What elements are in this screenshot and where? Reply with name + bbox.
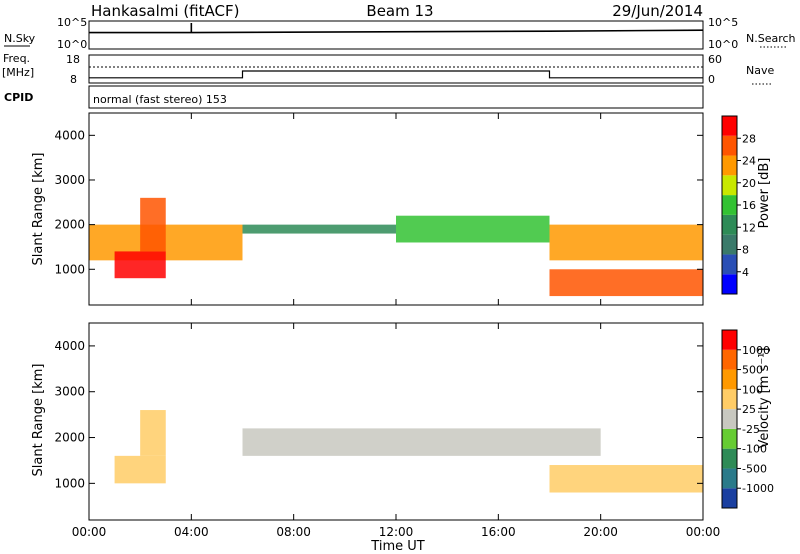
noise-panel-frame xyxy=(88,20,704,50)
power-data-layer xyxy=(89,197,703,297)
colorbar-swatch xyxy=(722,274,737,294)
data-region xyxy=(242,224,396,234)
ytick-label: 2000 xyxy=(54,431,85,445)
time-axis-label: Time UT xyxy=(370,539,424,554)
ytick-label: 3000 xyxy=(54,173,85,187)
colorbar-tick-label: -500 xyxy=(742,462,767,475)
time-tick-label: 20:00 xyxy=(583,525,618,539)
colorbar-swatch xyxy=(722,330,737,350)
colorbar-swatch xyxy=(722,349,737,370)
colorbar-swatch xyxy=(722,195,737,215)
velocity-colorbar-label: Velocity [m s⁻¹] xyxy=(757,348,772,449)
colorbar-tick-label: 12 xyxy=(742,221,756,234)
colorbar-swatch xyxy=(722,155,737,176)
power-colorbar-label: Power [dB] xyxy=(757,158,772,229)
data-region xyxy=(242,428,550,456)
velocity-yticks: 4000 3000 2000 1000 xyxy=(54,339,703,490)
ytick-label: 2000 xyxy=(54,218,85,232)
colorbar-tick-label: 20 xyxy=(742,177,756,190)
power-ylabel: Slant Range [km] xyxy=(31,153,46,266)
date-title: 29/Jun/2014 xyxy=(612,2,703,20)
beam-title: Beam 13 xyxy=(366,2,433,20)
colorbar-tick-label: 16 xyxy=(742,199,756,212)
colorbar-tick-label: 25 xyxy=(742,403,756,416)
freq-label-bottom: [MHz] xyxy=(2,66,34,79)
colorbar-tick-label: 8 xyxy=(742,244,749,257)
station-title: Hankasalmi (fitACF) xyxy=(91,2,239,20)
colorbar-swatch xyxy=(722,428,737,449)
ytick-label: 1000 xyxy=(54,262,85,276)
time-tick-label: 08:00 xyxy=(276,525,311,539)
cpid-label: CPID xyxy=(4,91,33,104)
power-yticks: 4000 3000 2000 1000 xyxy=(54,128,703,276)
noise-left-label: N.Sky xyxy=(4,32,36,45)
colorbar-tick-label: -1000 xyxy=(742,482,774,495)
time-tick-label: 12:00 xyxy=(379,525,414,539)
noise-right-label: N.Search xyxy=(746,32,796,45)
colorbar-tick-label: 4 xyxy=(742,266,749,279)
power-colorbar: 28 24 20 16 12 8 4 xyxy=(721,115,756,295)
colorbar-frame xyxy=(721,329,738,509)
ytick-label: 3000 xyxy=(54,385,85,399)
colorbar-swatch xyxy=(722,389,737,410)
time-tick-label: 00:00 xyxy=(72,525,107,539)
time-tick-label: 04:00 xyxy=(174,525,209,539)
data-region xyxy=(114,455,166,484)
data-region xyxy=(114,251,166,279)
colorbar-swatch xyxy=(722,448,737,469)
noise-tick-left-top: 10^5 xyxy=(57,16,87,29)
colorbar-tick-label: -25 xyxy=(742,423,760,436)
time-axis-ticks: 00:00 04:00 08:00 12:00 16:00 20:00 00:00 xyxy=(72,113,721,539)
time-tick-label: 00:00 xyxy=(686,525,721,539)
colorbar-swatch xyxy=(722,135,737,156)
freq-tick-top: 18 xyxy=(66,53,80,66)
colorbar-swatch xyxy=(722,116,737,136)
colorbar-swatch xyxy=(722,409,737,429)
data-region xyxy=(396,215,550,243)
data-region xyxy=(549,465,703,493)
time-tick-label: 16:00 xyxy=(481,525,516,539)
data-region xyxy=(140,197,166,252)
ytick-label: 4000 xyxy=(54,128,85,142)
noise-tick-right-bottom: 10^0 xyxy=(708,38,738,51)
colorbar-swatch xyxy=(722,234,737,255)
freq-tick-bottom: 8 xyxy=(70,73,77,86)
colorbar-tick-label: 28 xyxy=(742,132,756,145)
colorbar-swatch xyxy=(722,488,737,508)
noise-series-line xyxy=(89,23,704,34)
colorbar-tick-label: 1000 xyxy=(742,344,770,357)
data-region xyxy=(549,428,601,456)
colorbar-swatch xyxy=(722,468,737,489)
data-region xyxy=(549,224,703,261)
noise-tick-left-bottom: 10^0 xyxy=(57,38,87,51)
nave-tick-top: 60 xyxy=(708,53,722,66)
colorbar-tick-label: 500 xyxy=(742,364,763,377)
colorbar-swatch xyxy=(722,175,737,196)
velocity-colorbar: 1000 500 100 25 -25 -100 -500 -1000 xyxy=(721,329,774,509)
colorbar-swatch xyxy=(722,254,737,275)
colorbar-tick-label: 100 xyxy=(742,383,763,396)
velocity-data-layer xyxy=(114,410,703,493)
nave-series-line xyxy=(89,70,703,79)
data-region xyxy=(549,269,703,297)
ytick-label: 1000 xyxy=(54,476,85,490)
velocity-ylabel: Slant Range [km] xyxy=(31,364,46,477)
colorbar-swatch xyxy=(722,214,737,235)
noise-tick-right-top: 10^5 xyxy=(708,16,738,29)
nave-label: Nave xyxy=(746,64,774,77)
cpid-panel-frame xyxy=(88,85,704,109)
freq-panel-frame xyxy=(88,54,704,84)
freq-label-top: Freq. xyxy=(3,52,30,65)
colorbar-tick-label: 24 xyxy=(742,155,756,168)
data-region xyxy=(140,410,166,456)
colorbar-swatch xyxy=(722,369,737,390)
nave-tick-bottom: 0 xyxy=(708,73,715,86)
colorbar-tick-label: -100 xyxy=(742,443,767,456)
ytick-label: 4000 xyxy=(54,339,85,353)
cpid-text: normal (fast stereo) 153 xyxy=(93,93,227,106)
